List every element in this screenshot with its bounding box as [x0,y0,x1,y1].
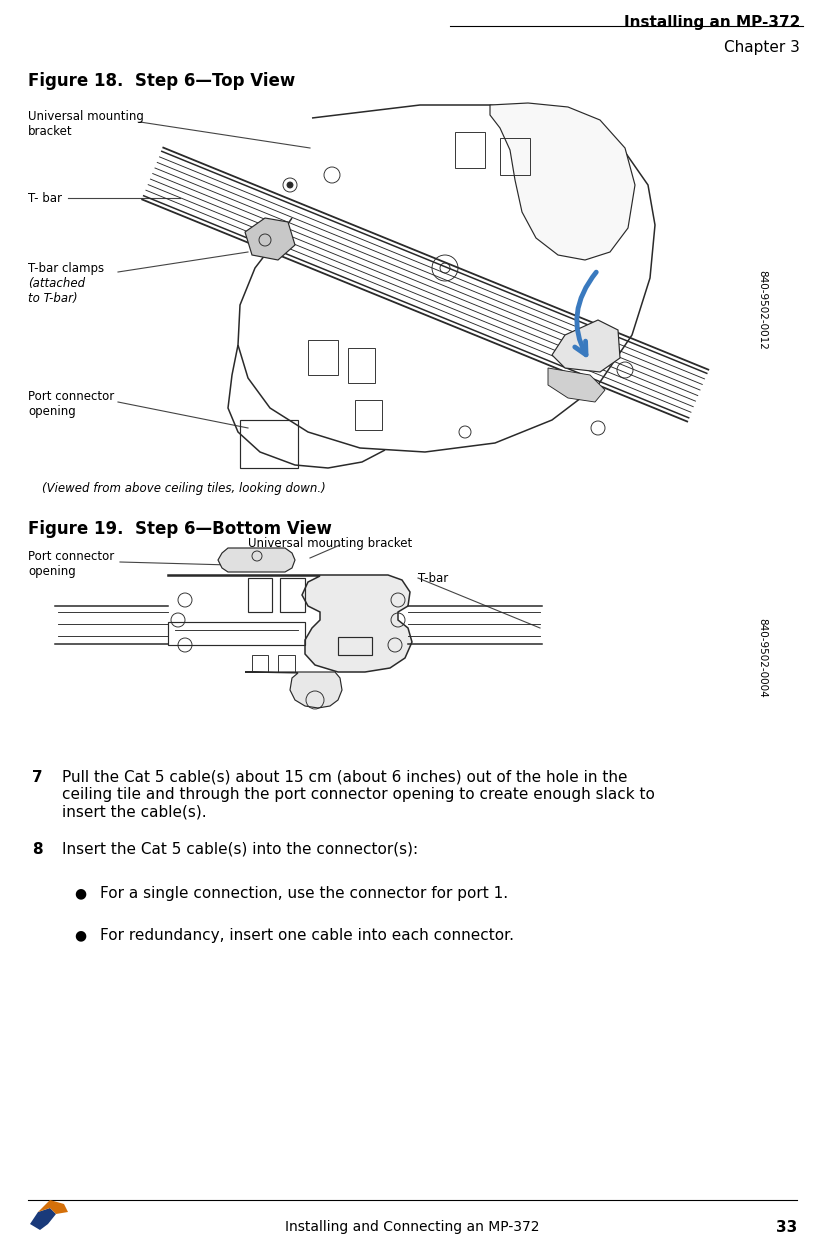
Polygon shape [38,1200,68,1214]
Polygon shape [548,368,605,402]
Polygon shape [245,672,342,708]
Text: Universal mounting
bracket: Universal mounting bracket [28,110,144,138]
Polygon shape [30,1208,56,1230]
Text: Figure 18.  Step 6—Top View: Figure 18. Step 6—Top View [28,72,295,90]
Text: Pull the Cat 5 cable(s) about 15 cm (about 6 inches) out of the hole in the
ceil: Pull the Cat 5 cable(s) about 15 cm (abo… [62,770,655,819]
Text: Installing and Connecting an MP-372: Installing and Connecting an MP-372 [285,1220,540,1234]
Text: Figure 19.  Step 6—Bottom View: Figure 19. Step 6—Bottom View [28,520,332,538]
Circle shape [287,182,293,188]
Text: 7: 7 [32,770,43,785]
Text: For redundancy, insert one cable into each connector.: For redundancy, insert one cable into ea… [100,928,514,943]
Text: Installing an MP-372: Installing an MP-372 [624,15,800,30]
Text: 8: 8 [32,842,43,857]
Text: Insert the Cat 5 cable(s) into the connector(s):: Insert the Cat 5 cable(s) into the conne… [62,842,418,857]
Text: (attached
to T-bar): (attached to T-bar) [28,277,85,305]
Text: 840-9502-0004: 840-9502-0004 [757,618,767,698]
Text: T-bar: T-bar [418,572,448,585]
Text: ●: ● [74,928,86,942]
Text: For a single connection, use the connector for port 1.: For a single connection, use the connect… [100,886,508,901]
Text: Port connector
opening: Port connector opening [28,391,114,418]
Polygon shape [245,218,295,260]
Text: T- bar: T- bar [28,192,62,205]
Text: (Viewed from above ceiling tiles, looking down.): (Viewed from above ceiling tiles, lookin… [42,482,326,494]
Text: T-bar clamps: T-bar clamps [28,262,104,274]
Polygon shape [552,320,620,372]
Text: Chapter 3: Chapter 3 [724,40,800,54]
Polygon shape [218,548,295,572]
Text: ●: ● [74,886,86,900]
Text: 33: 33 [776,1220,797,1235]
Text: Port connector
opening: Port connector opening [28,550,114,578]
Polygon shape [168,575,412,672]
Text: 840-9502-0012: 840-9502-0012 [757,269,767,350]
Polygon shape [490,103,635,260]
Text: Universal mounting bracket: Universal mounting bracket [248,536,412,550]
